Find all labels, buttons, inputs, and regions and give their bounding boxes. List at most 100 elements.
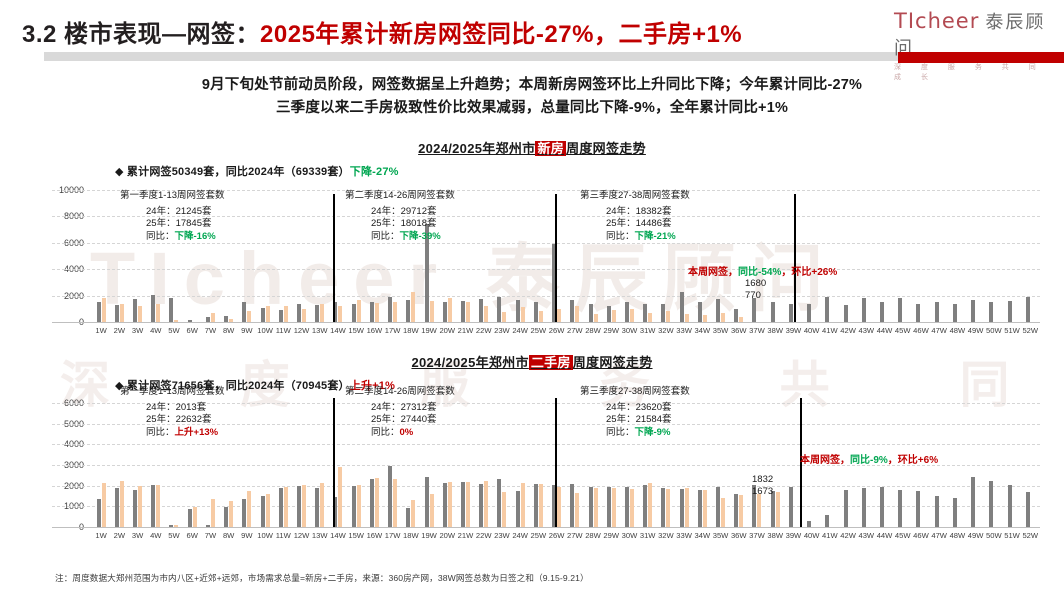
bar-2024 [460,481,465,527]
bar-2024 [934,302,939,322]
quarter-heading: 第三季度27-38周网签套数 [580,190,690,201]
bar-2025 [356,485,361,527]
current-week-marker [800,398,802,527]
bar-2025 [265,305,270,322]
quarter-yoy: 同比：0% [345,427,455,440]
bar-group [329,190,347,322]
quarter-yoy: 同比：下降-9% [580,427,690,440]
quarter-heading: 第三季度27-38周网签套数 [580,386,690,397]
bar-2025 [374,302,379,322]
quarter-yoy-label: 同比： [146,230,175,242]
bar-2024 [297,304,302,322]
quarter-divider-2 [555,194,557,322]
quarter-2024-value: 24年：2013套 [146,401,207,413]
bar-group [292,190,310,322]
bar-2024 [460,300,465,322]
x-axis-tick: 6W [186,531,198,540]
bar-2025 [265,494,270,527]
bar-2025 [484,481,489,527]
x-axis-tick: 30W [621,326,638,335]
bar-2025 [119,304,124,322]
x-axis-tick: 8W [222,531,235,540]
bar-group [566,190,584,322]
x-axis-line [52,322,1040,323]
bar-2024 [880,487,885,527]
week-note-mom: 环比+6% [897,455,939,466]
bar-2024 [843,304,848,322]
bar-2024 [278,487,283,527]
bar-group [547,403,565,527]
gridline [52,423,1040,425]
gridline [52,269,1040,271]
bar-2024 [169,297,174,322]
bar-2024 [224,506,229,527]
bar-group [147,403,165,527]
bar-group [566,403,584,527]
bar-2024 [643,484,648,527]
week-note-sep: ， [781,267,792,278]
quarter-yoy-label: 同比： [606,230,635,242]
bar-group [547,190,565,322]
bar-group [821,403,839,527]
quarter-2024-value: 24年：18382套 [606,205,672,217]
x-axis-tick: 20W [439,531,456,540]
quarter-yoy-value: 下降-39% [399,230,441,242]
bar-2025 [210,312,215,322]
bar-2024 [406,508,411,527]
bar-2024 [825,296,830,322]
chart-title-post: 周度网签走势 [566,141,646,156]
week-note-label: 本周网签， [688,267,738,278]
quarter-2025-value: 25年：14486套 [606,218,672,230]
bar-2024 [971,477,976,527]
bar-2025 [174,524,179,527]
bar-group [311,403,329,527]
x-axis-tick: 44W [876,326,893,335]
bar-2024 [624,486,629,527]
bar-2025 [648,312,653,322]
accumulate-line: ◆ 累计网签71656套，同比2024年（70945套）上升+1% [115,377,1064,393]
bar-group [147,190,165,322]
x-axis-tick: 11W [275,326,291,335]
x-axis-tick: 30W [621,531,638,540]
x-axis-tick: 5W [168,531,180,540]
bar-group [1021,190,1039,322]
bar-group [784,403,802,527]
bar-group [384,403,402,527]
footnote: 注：周度数据大郑州范围为市内八区+近郊+远郊，市场需求总量=新房+二手房，来源：… [55,573,589,583]
bar-2025 [411,500,416,527]
bar-2025 [611,487,616,527]
bar-2024 [442,482,447,527]
bar-2024 [807,520,812,527]
bar-2024 [588,486,593,527]
bar-2024 [570,483,575,527]
bar-group [875,190,893,322]
x-axis-tick: 1W [95,326,107,335]
gridline [52,465,1040,466]
bar-2024 [1007,300,1012,322]
x-axis-tick: 37W [749,326,765,335]
bar-2025 [721,312,726,322]
x-axis-tick: 14W [330,531,346,540]
bar-2024 [333,497,338,527]
x-axis-tick: 26W [548,531,565,540]
bar-group [420,190,438,322]
bar-group [602,403,620,527]
bar-2024 [570,299,575,322]
x-axis-tick: 35W [712,326,729,335]
bar-group [456,190,474,322]
x-axis-tick: 49W [967,326,984,335]
bar-group [511,403,529,527]
bar-group [438,190,456,322]
bar-2024 [971,299,976,322]
chart-new-house: 2024/2025年郑州市 新房 周度网签走势 ◆ 累计网签50349套，同比2024… [0,138,1064,335]
x-axis-tick: 14W [330,326,346,335]
bar-2024 [861,297,866,322]
week-note-mom: 环比+26% [791,267,838,278]
bar-2025 [320,304,325,322]
bar-group [110,190,128,322]
bar-2024 [734,493,739,527]
bar-group [857,190,875,322]
bar-group [128,190,146,322]
x-axis-tick: 40W [803,326,820,335]
bar-group [165,403,183,527]
